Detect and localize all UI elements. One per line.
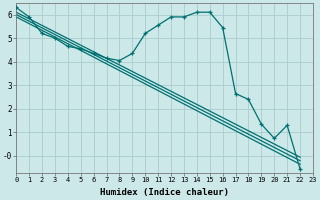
X-axis label: Humidex (Indice chaleur): Humidex (Indice chaleur) xyxy=(100,188,229,197)
